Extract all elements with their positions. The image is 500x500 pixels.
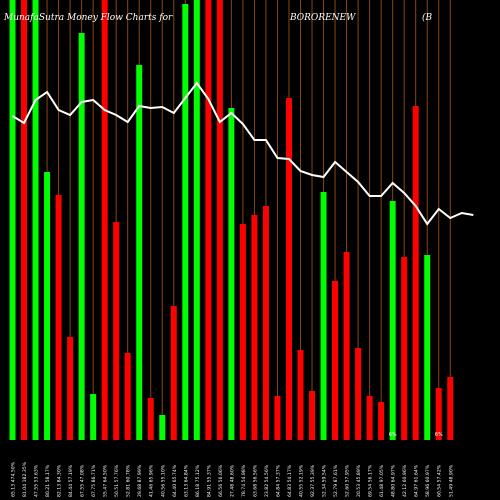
x-labels-group: 65.13 474.50% 81.04 182.35% 47.55 53.63% 80… [11,461,455,497]
x-tick-label: 48.80 64.97% [391,464,397,497]
x-tick-label: 27.48 48.60% [229,464,235,497]
money-flow-bar [228,108,235,440]
money-flow-bar [21,0,28,440]
x-tick-label: 40.55 52.19% [299,464,305,497]
money-flow-bar [447,377,454,440]
money-flow-bar [55,195,62,440]
x-tick-label: 69.54 56.17% [368,464,374,497]
money-flow-bar [90,394,97,440]
trend-line [11,81,474,226]
money-flow-bar [9,0,16,440]
x-tick-label: 52.34 59.54% [322,464,328,497]
x-tick-label: 42.12 60.96% [402,464,408,497]
money-flow-bar [32,0,39,440]
x-tick-label: 65.13 474.50% [11,461,17,497]
money-flow-bar [113,222,120,440]
money-flow-bar [343,252,350,440]
x-tick-label: 64.97 61.64% [414,464,420,497]
x-tick-label: 29.68 87.99% [137,464,143,497]
money-flow-bar [332,281,339,440]
money-flow-bar [389,201,396,440]
money-flow-bar [297,350,304,440]
x-tick-label: 50.51 57.76% [114,464,120,497]
annotation-label: 6% [435,432,443,438]
x-tick-label: 92.37 55.39% [310,464,316,497]
money-flow-bar [101,0,108,440]
money-flow-bar [147,398,154,440]
annotation-label: 6% [389,432,397,438]
money-flow-bar [401,257,408,440]
x-tick-label: 78.74 54.98% [241,464,247,497]
money-flow-bar [182,4,189,440]
x-tick-label: 81.04 182.35% [22,461,28,497]
x-tick-label: 60.54 57.42% [437,464,443,497]
x-tick-label: 64.40 65.74% [172,464,178,497]
x-tick-label: 63.13 64.84% [183,464,189,497]
money-flow-bar [435,388,442,440]
money-flow-bar [170,306,177,440]
x-tick-label: 41.46 65.96% [149,464,155,497]
money-flow-bar [412,106,419,440]
x-tick-label: 55.47 64.50% [103,464,109,497]
x-tick-label: 80.21 58.17% [45,464,51,497]
x-tick-label: 51.49 48.90% [448,464,454,497]
money-flow-bar [355,348,362,440]
money-flow-bar [67,337,74,440]
money-flow-bar [274,396,281,440]
header-symbol: BORORENEW [290,13,356,23]
x-tick-label: 63.68 56.56% [252,464,258,497]
x-tick-label: 52.79 87.61% [333,464,339,497]
money-flow-bar [251,215,258,440]
x-tick-label: 67.75 86.71% [91,464,97,497]
x-tick-label: 58.96 60.97% [425,464,431,497]
x-tick-label: 67.55 47.08% [80,464,86,497]
x-tick-label: 64.83 54.17% [287,464,293,497]
x-tick-label: 66.56 56.06% [218,464,224,497]
money-flow-bar [424,255,431,440]
money-flow-bar [44,172,51,440]
bars-group [9,0,454,440]
money-flow-bar [285,98,292,440]
x-tick-label: 82.13 84.30% [57,464,63,497]
x-tick-label: 64.84 57.37% [275,464,281,497]
x-tick-label: 52.60 57.95% [345,464,351,497]
x-tick-label: 84.91 55.37% [206,464,212,497]
money-flow-bar [378,402,385,440]
money-flow-bar [320,192,327,440]
x-tick-label: 52.81 60.78% [126,464,132,497]
money-flow-bar [262,206,269,440]
x-tick-label: 47.55 53.63% [34,464,40,497]
money-flow-bar [239,224,246,440]
x-tick-label: 40.56 55.10% [160,464,166,497]
money-flow-bar [193,0,200,440]
money-flow-bar [366,396,373,440]
header-extra: (B [422,13,433,23]
money-flow-bar [216,0,223,440]
x-tick-label: 20.53 45.89% [356,464,362,497]
money-flow-bar [309,391,316,440]
money-flow-bar [124,353,131,440]
x-tick-label: 61.48 97.05% [379,464,385,497]
money-flow-bar [136,65,143,440]
money-flow-bar [205,0,212,440]
x-tick-label: 86.18 75.12% [195,464,201,497]
money-flow-bar [78,33,85,440]
x-tick-label: 23.82 54.56% [264,464,270,497]
x-tick-label: 84.44 57.19% [68,464,74,497]
money-flow-bar [159,415,166,440]
annotations-group: 6% 6% [389,432,443,438]
header-site-title: MunafaSutra Money Flow Charts for [4,13,173,23]
